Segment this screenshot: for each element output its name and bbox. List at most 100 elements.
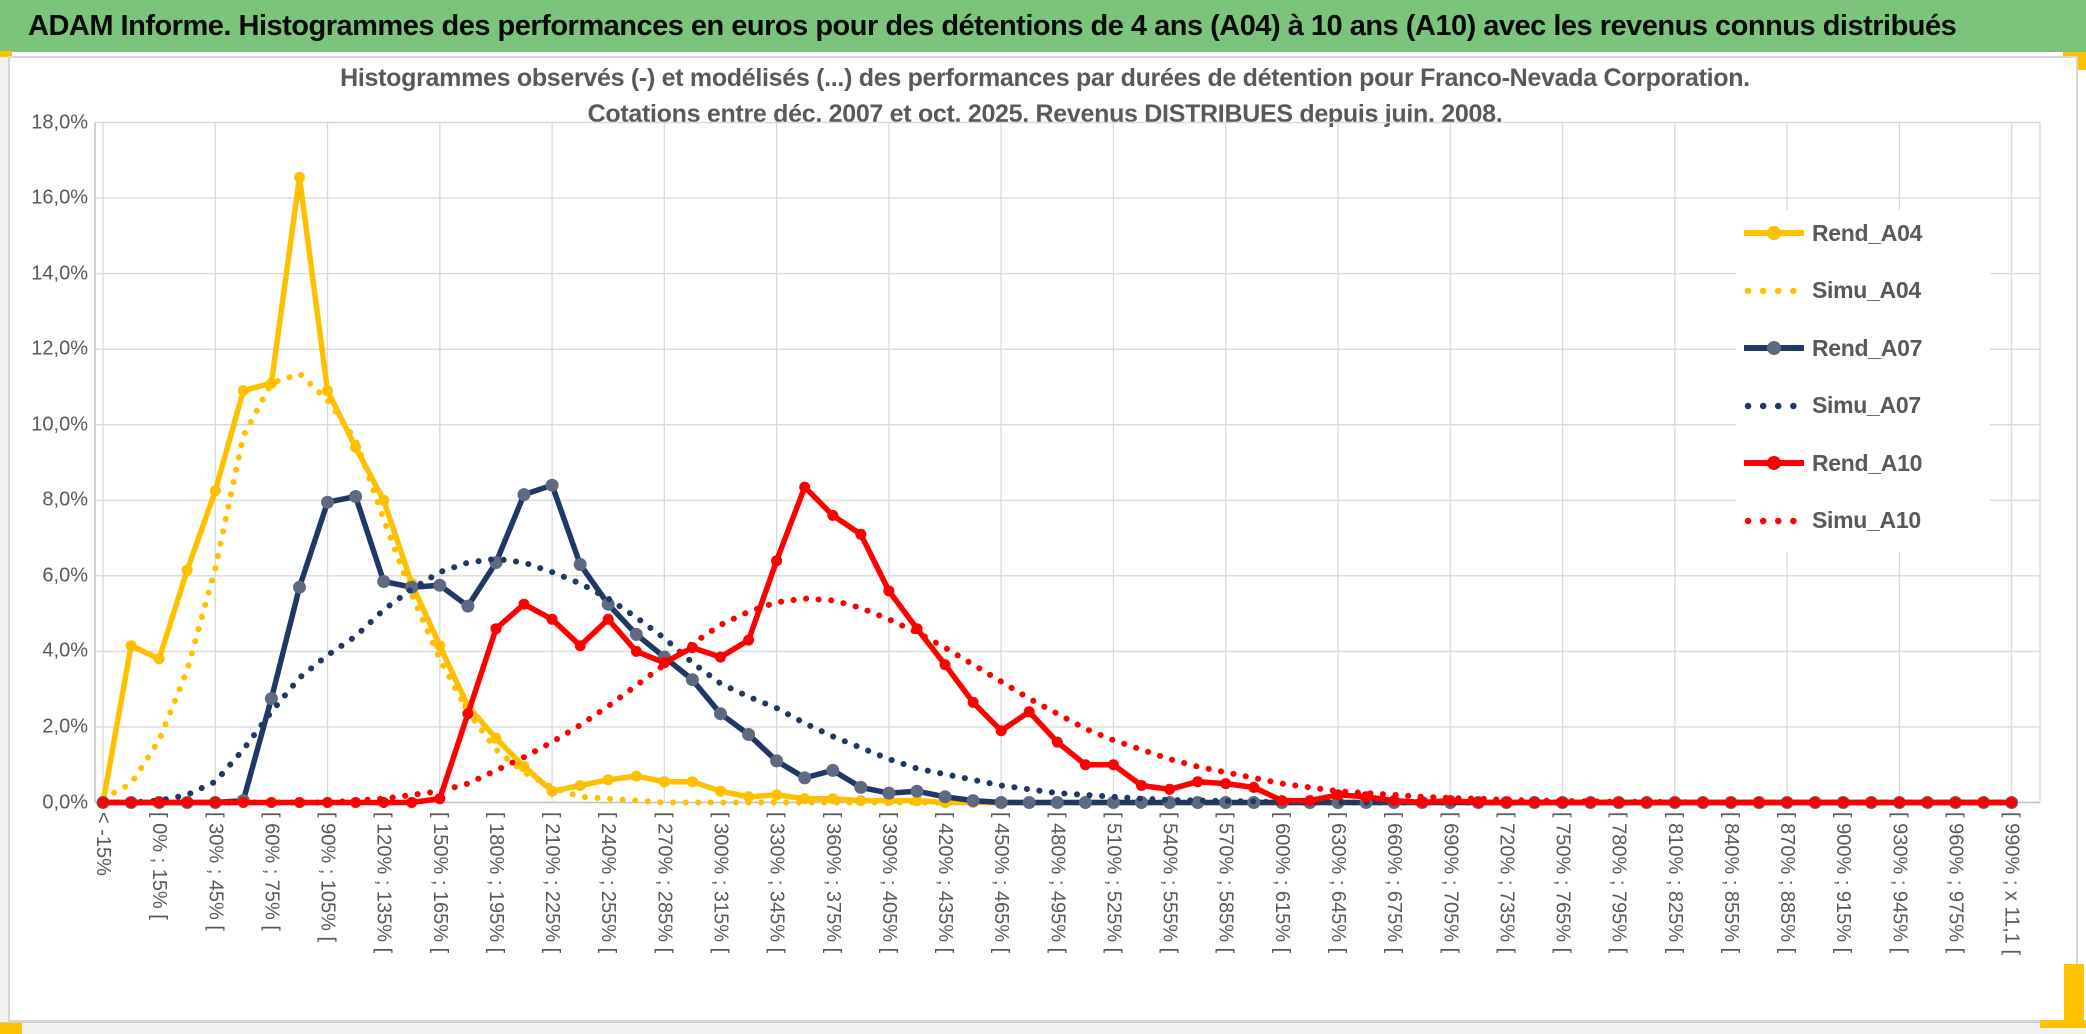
- marker-Rend_A10: [1220, 778, 1232, 790]
- marker-Rend_A07: [685, 673, 699, 687]
- legend-sample-dotted: [1744, 402, 1804, 409]
- y-axis-label: 2,0%: [42, 715, 88, 738]
- marker-Rend_A07: [573, 558, 587, 571]
- marker-Rend_A10: [1388, 795, 1400, 807]
- legend-label: Simu_A07: [1812, 392, 1921, 418]
- marker-Rend_A04: [490, 732, 502, 744]
- marker-Rend_A04: [378, 494, 390, 506]
- marker-Rend_A10: [771, 555, 783, 567]
- x-axis-label: [ 270% ; 285% [: [653, 812, 676, 954]
- marker-Rend_A10: [265, 797, 277, 808]
- accent-square-bottom-left: [0, 1023, 22, 1034]
- series-Simu_A07[interactable]: [100, 555, 2015, 806]
- x-axis-label: [ 810% ; 825% [: [1663, 812, 1686, 954]
- y-axis-label: 10,0%: [31, 413, 88, 436]
- marker-Rend_A07: [293, 580, 306, 594]
- marker-Rend_A10: [799, 481, 811, 493]
- x-axis-label: [ 900% ; 915% [: [1832, 812, 1855, 954]
- marker-Rend_A10: [1192, 776, 1204, 788]
- x-axis-label: [ 720% ; 735% [: [1495, 812, 1518, 954]
- marker-Rend_A10: [434, 793, 446, 805]
- chart-title-line2: Cotations entre déc. 2007 et oct. 2025. …: [587, 100, 1503, 128]
- x-axis-label: [ 330% ; 345% [: [765, 812, 788, 954]
- marker-Rend_A10: [855, 528, 867, 540]
- y-axis-label: 6,0%: [42, 564, 88, 587]
- marker-Rend_A04: [799, 793, 811, 805]
- marker-Rend_A10: [715, 651, 726, 663]
- legend-item-Rend_A10[interactable]: Rend_A10: [1742, 443, 1988, 483]
- series-Rend_A10[interactable]: [103, 484, 2012, 806]
- bottom-sheet-strip: [0, 1022, 2086, 1034]
- marker-Rend_A07: [714, 707, 727, 721]
- x-axis-label: [ 540% ; 555% [: [1158, 812, 1181, 954]
- marker-Rend_A04: [237, 385, 249, 397]
- marker-Rend_A10: [1276, 795, 1288, 807]
- marker-Rend_A07: [461, 599, 475, 613]
- marker-Rend_A04: [322, 385, 333, 397]
- marker-Rend_A10: [1950, 797, 1961, 808]
- x-axis-label: [ 180% ; 195% [: [484, 812, 507, 954]
- legend-label: Rend_A04: [1812, 219, 1923, 246]
- marker-Rend_A10: [1697, 797, 1709, 808]
- marker-Rend_A07: [517, 488, 531, 502]
- x-axis-label: [ 690% ; 705% [: [1439, 812, 1462, 954]
- marker-Rend_A04: [153, 653, 165, 665]
- marker-Rend_A04: [686, 776, 698, 788]
- x-axis-label: [ 120% ; 135% [: [372, 812, 395, 954]
- x-axis-label: [ 30% ; 45% [: [204, 812, 227, 931]
- marker-Rend_A04: [658, 776, 670, 788]
- marker-Rend_A10: [995, 725, 1007, 737]
- series-Rend_A07[interactable]: [103, 482, 2012, 806]
- x-axis-label: [ 570% ; 585% [: [1214, 812, 1237, 954]
- x-axis-label: [ 360% ; 375% [: [821, 812, 844, 954]
- marker-Rend_A10: [153, 797, 165, 808]
- x-axis-label: [ 630% ; 645% [: [1326, 812, 1349, 954]
- series-Rend_A04[interactable]: [100, 174, 2012, 806]
- legend-item-Simu_A10[interactable]: Simu_A10: [1742, 501, 1988, 541]
- y-axis-label: 14,0%: [31, 262, 88, 285]
- legend-item-Simu_A04[interactable]: Simu_A04: [1742, 271, 1988, 311]
- x-axis-label: [ 420% ; 435% [: [934, 812, 957, 954]
- x-axis-label: [ 660% ; 675% [: [1383, 812, 1406, 954]
- legend-item-Simu_A07[interactable]: Simu_A07: [1742, 386, 1988, 426]
- x-axis-label: [ 60% ; 75% [: [260, 812, 283, 931]
- marker-Rend_A07: [966, 794, 980, 808]
- x-axis-label: [ 390% ; 405% [: [877, 812, 900, 954]
- x-axis-label: < -15%: [92, 812, 114, 876]
- legend-label: Rend_A10: [1812, 449, 1923, 476]
- legend-item-Rend_A07[interactable]: Rend_A07: [1742, 328, 1988, 368]
- marker-Rend_A10: [1416, 797, 1428, 808]
- y-axis-label: 12,0%: [31, 337, 88, 360]
- marker-Rend_A04: [630, 770, 642, 782]
- accent-strip-bottom-right: [2064, 964, 2084, 1022]
- marker-Rend_A10: [602, 613, 614, 625]
- chart-area[interactable]: [8, 56, 2078, 1022]
- marker-Rend_A10: [2006, 797, 2018, 808]
- marker-Rend_A07: [882, 786, 896, 800]
- x-axis-label: [ 150% ; 165% [: [428, 812, 451, 954]
- x-axis-label: [ 300% ; 315% [: [709, 812, 732, 954]
- legend-item-Rend_A04[interactable]: Rend_A04: [1742, 213, 1988, 253]
- series-Simu_A10[interactable]: [100, 595, 2015, 806]
- marker-Rend_A04: [602, 774, 614, 786]
- title-bar: ADAM Informe. Histogrammes des performan…: [0, 0, 2086, 52]
- marker-Rend_A04: [181, 564, 193, 576]
- y-axis-label: 18,0%: [31, 111, 88, 133]
- y-axis-label: 8,0%: [42, 488, 88, 511]
- x-axis-label: [ 960% ; 975% [: [1944, 812, 1967, 954]
- marker-Rend_A10: [181, 797, 193, 808]
- x-axis-label: [ 0% ; 15% [: [148, 812, 171, 920]
- chart-title-line1: Histogrammes observés (-) et modélisés (…: [340, 64, 1750, 92]
- marker-Rend_A07: [742, 728, 756, 741]
- marker-Rend_A07: [264, 692, 278, 706]
- x-axis-label: [ 930% ; 945% [: [1888, 812, 1911, 954]
- x-axis-label: [ 480% ; 495% [: [1046, 812, 1069, 954]
- marker-Rend_A07: [321, 495, 334, 509]
- marker-Rend_A10: [1107, 759, 1119, 771]
- x-axis-label: [ 990% ; x 11,1 [: [2000, 812, 2023, 956]
- marker-Rend_A07: [433, 578, 447, 592]
- marker-Rend_A10: [1051, 736, 1063, 748]
- legend-sample-dotted: [1744, 287, 1804, 294]
- marker-Rend_A10: [1304, 795, 1316, 807]
